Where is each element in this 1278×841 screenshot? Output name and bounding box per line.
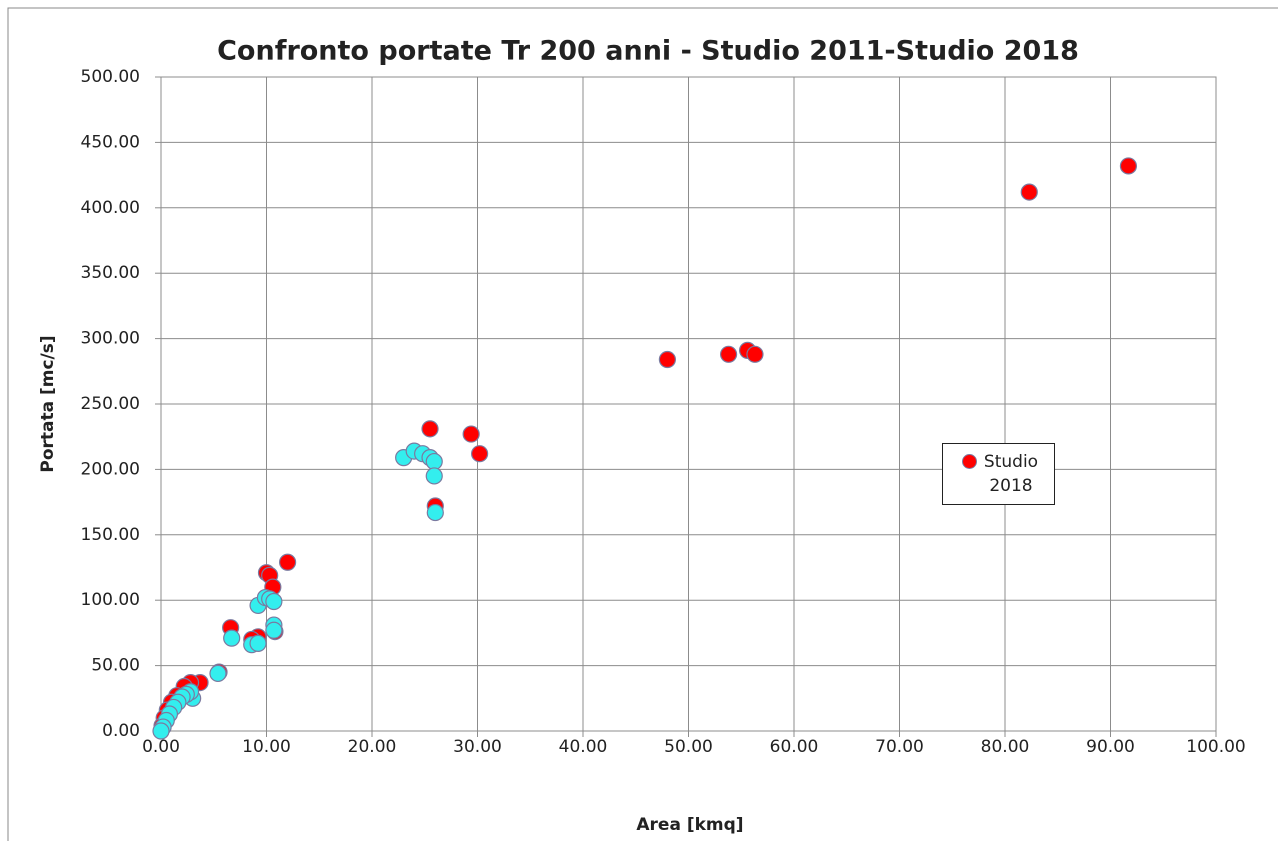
point [265, 592, 283, 611]
x-tick-label: 30.00 [453, 737, 502, 757]
point [471, 445, 489, 463]
x-tick-label: 20.00 [348, 737, 397, 757]
x-tick-label: 90.00 [1086, 737, 1135, 757]
y-tick-label: 0.00 [102, 721, 140, 741]
point [426, 503, 444, 522]
point [719, 345, 738, 363]
y-tick-label: 50.00 [91, 656, 140, 676]
y-axis-label: Portata [mc/s] [38, 335, 58, 472]
point [1020, 183, 1038, 201]
plot-area: 0.00 50.00 100.00 150.00 200.00 250.00 300.00 3… [81, 67, 1246, 757]
point [209, 664, 227, 683]
x-tick-label: 60.00 [770, 737, 819, 757]
point [425, 452, 443, 471]
chart-border [7, 7, 1278, 841]
y-tick-label: 150.00 [81, 525, 140, 545]
point [425, 467, 443, 485]
x-tick-label: 70.00 [875, 737, 924, 757]
y-tick-label: 500.00 [81, 67, 140, 87]
x-tick-label: 0.00 [142, 737, 180, 757]
x-tick-label: 100.00 [1186, 737, 1245, 757]
point [279, 553, 297, 571]
legend-marker [962, 454, 977, 469]
y-tick-label: 250.00 [81, 394, 140, 414]
x-tick-label: 80.00 [981, 737, 1030, 757]
plot-border [160, 76, 1217, 732]
point [223, 629, 241, 647]
point [421, 420, 439, 438]
y-tick-label: 200.00 [81, 459, 140, 479]
point [462, 425, 480, 443]
y-tick-label: 350.00 [81, 263, 140, 283]
point [658, 350, 677, 369]
chart-title: Confronto portate Tr 200 anni - Studio 2… [217, 36, 1079, 67]
point [249, 634, 267, 652]
x-tick-label: 10.00 [242, 737, 291, 757]
point [152, 722, 170, 740]
y-tick-label: 100.00 [81, 590, 140, 610]
legend: Studio 2018 [942, 443, 1055, 505]
x-axis-label: Area [kmq] [636, 815, 743, 835]
legend-label: Studio 2018 [983, 452, 1039, 496]
point [1119, 157, 1138, 175]
x-tick-label: 40.00 [559, 737, 608, 757]
y-tick-label: 450.00 [81, 132, 140, 152]
x-tick-label: 50.00 [664, 737, 713, 757]
point [265, 621, 283, 639]
point [746, 345, 764, 363]
y-tick-label: 400.00 [81, 198, 140, 218]
y-tick-label: 300.00 [81, 329, 140, 349]
